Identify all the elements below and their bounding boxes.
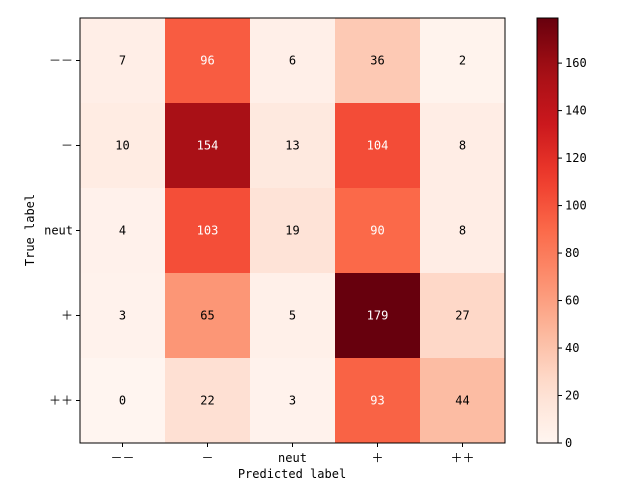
x-tick-label: neut xyxy=(278,451,307,465)
cell-value-label: 90 xyxy=(370,224,384,238)
heatmap-cell xyxy=(250,18,336,104)
colorbar-tick-label: 0 xyxy=(565,436,572,450)
colorbar-tick-label: 60 xyxy=(565,294,579,308)
heatmap-cell xyxy=(80,273,166,359)
x-axis-title: Predicted label xyxy=(238,467,346,480)
cell-value-label: 3 xyxy=(119,309,126,323)
heatmap-cell xyxy=(420,358,506,444)
heatmap-cell xyxy=(335,18,421,104)
cell-value-label: 10 xyxy=(115,139,129,153)
heatmap-cell xyxy=(80,18,166,104)
heatmap-cell xyxy=(420,188,506,274)
cell-value-label: 179 xyxy=(367,309,389,323)
heatmap-cell xyxy=(165,273,251,359)
heatmap-cell xyxy=(80,358,166,444)
colorbar-tick-label: 100 xyxy=(565,199,587,213)
heatmap-cell xyxy=(335,188,421,274)
y-tick-label: neut xyxy=(44,224,73,238)
y-axis-ticks: －－－neut＋＋＋ xyxy=(44,54,80,408)
y-tick-label: ＋ xyxy=(61,309,73,323)
cell-value-label: 0 xyxy=(119,394,126,408)
heatmap-cell xyxy=(165,103,251,189)
y-axis-title: True label xyxy=(23,194,37,266)
colorbar-ticks: 0 20 40 60 80 100 120 140 160 xyxy=(558,56,587,450)
cell-value-label: 44 xyxy=(455,394,469,408)
heatmap-cell xyxy=(335,273,421,359)
cell-value-label: 13 xyxy=(285,139,299,153)
colorbar-tick-label: 120 xyxy=(565,151,587,165)
x-tick-label: ＋ xyxy=(371,451,383,465)
colorbar-tick-label: 20 xyxy=(565,389,579,403)
heatmap-cell xyxy=(420,103,506,189)
x-tick-label: ＋＋ xyxy=(450,451,474,465)
heatmap-cell xyxy=(420,18,506,104)
cell-value-label: 27 xyxy=(455,309,469,323)
heatmap-cell xyxy=(165,18,251,104)
colorbar-tick-label: 160 xyxy=(565,56,587,70)
y-tick-label: －－ xyxy=(49,54,73,68)
colorbar-tick-label: 140 xyxy=(565,104,587,118)
cell-value-label: 36 xyxy=(370,54,384,68)
cell-value-label: 4 xyxy=(119,224,126,238)
cell-value-label: 3 xyxy=(289,394,296,408)
colorbar xyxy=(536,17,559,444)
x-axis-ticks: －－－ neut ＋＋＋ xyxy=(110,443,475,465)
x-tick-label: － xyxy=(201,451,213,465)
cell-value-label: 7 xyxy=(119,54,126,68)
cell-value-label: 6 xyxy=(289,54,296,68)
cell-value-label: 2 xyxy=(459,54,466,68)
cell-value-label: 8 xyxy=(459,224,466,238)
heatmap-cell xyxy=(80,103,166,189)
cell-value-label: 19 xyxy=(285,224,299,238)
heatmap-cell xyxy=(250,273,336,359)
heatmap-cell xyxy=(250,103,336,189)
cell-value-label: 96 xyxy=(200,54,214,68)
cell-value-label: 22 xyxy=(200,394,214,408)
heatmap-cell xyxy=(165,188,251,274)
heatmap-cell xyxy=(420,273,506,359)
heatmap-cell xyxy=(250,188,336,274)
colorbar-tick-label: 40 xyxy=(565,341,579,355)
heatmap-cell xyxy=(165,358,251,444)
y-tick-label: ＋＋ xyxy=(49,394,73,408)
cell-value-label: 103 xyxy=(197,224,219,238)
heatmap-cells: 7 96 6 36 2 10 154 13 104 8 4 103 19 90 8 3 65 5 179 27 0 22 3… xyxy=(80,18,506,444)
cell-value-label: 104 xyxy=(367,139,389,153)
heatmap-cell xyxy=(335,103,421,189)
heatmap-cell xyxy=(250,358,336,444)
colorbar-tick-label: 80 xyxy=(565,246,579,260)
cell-value-label: 154 xyxy=(197,139,219,153)
cell-value-label: 65 xyxy=(200,309,214,323)
cell-value-label: 93 xyxy=(370,394,384,408)
y-tick-label: － xyxy=(61,139,73,153)
cell-value-label: 5 xyxy=(289,309,296,323)
x-tick-label: －－ xyxy=(110,451,134,465)
heatmap-cell xyxy=(335,358,421,444)
cell-value-label: 8 xyxy=(459,139,466,153)
heatmap-cell xyxy=(80,188,166,274)
